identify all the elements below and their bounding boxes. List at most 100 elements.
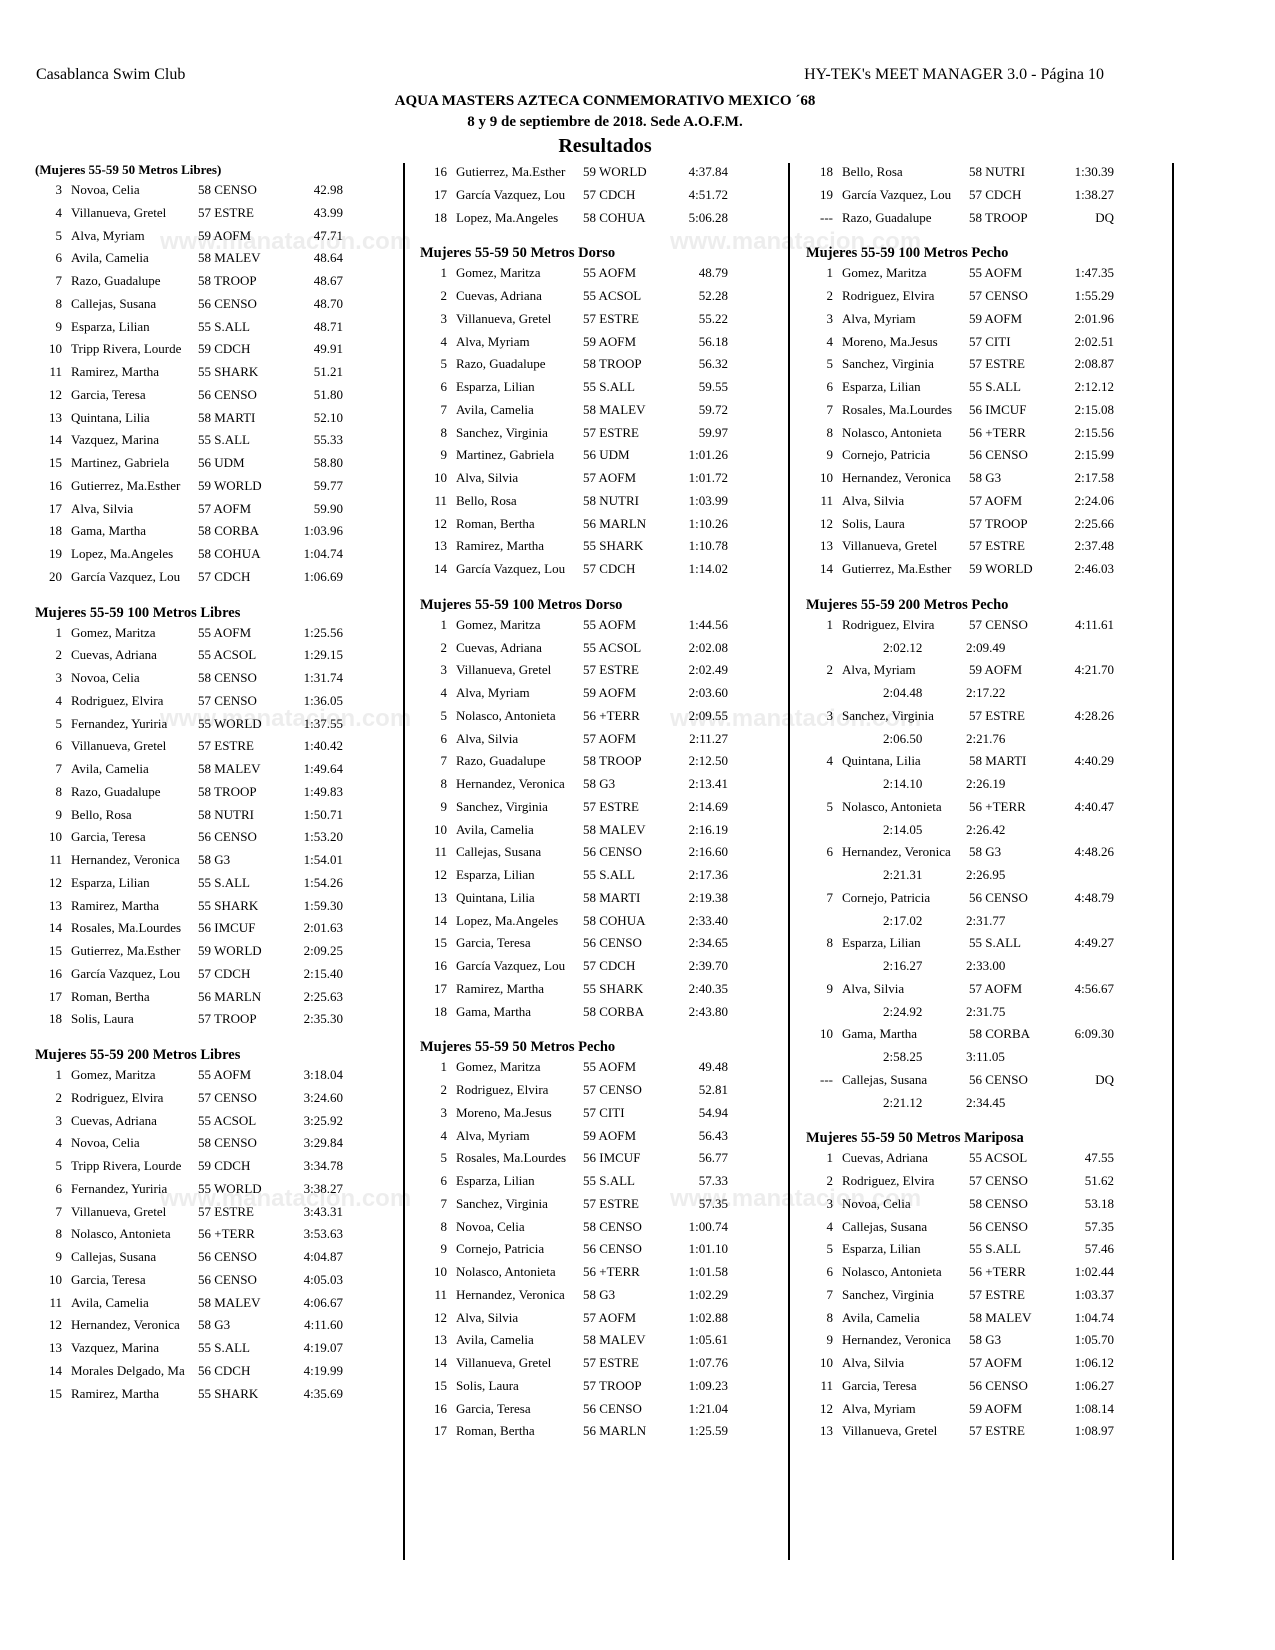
result-row: 17 Roman, Bertha 56 MARLN 2:25.63 (35, 986, 400, 1009)
swimmer-name: Sanchez, Virginia (842, 1286, 934, 1302)
result-row: 4 Alva, Myriam 59 AOFM 2:03.60 (420, 682, 785, 705)
age-team: 57 TROOP (969, 515, 1028, 531)
final-time: 1:01.72 (688, 470, 728, 485)
place: 11 (49, 364, 62, 379)
swimmer-name: Cornejo, Patricia (842, 889, 931, 905)
event-heading: Mujeres 55-59 50 Metros Dorso (420, 245, 616, 262)
result-row: 11 Garcia, Teresa 56 CENSO 1:06.27 (806, 1375, 1171, 1398)
place: 6 (55, 1180, 63, 1196)
age-team: 57 CENSO (969, 288, 1028, 303)
age-team: 57 CDCH (198, 568, 251, 584)
final-time: 2:12.12 (1074, 379, 1114, 394)
result-row: 2 Rodriguez, Elvira 57 CENSO 1:55.29 (806, 285, 1171, 308)
final-time: 1:05.61 (688, 1332, 728, 1348)
age-team: 56 CENSO (969, 889, 1028, 905)
result-row: 4 Rodriguez, Elvira 57 CENSO 1:36.05 (35, 690, 400, 713)
place: 6 (440, 730, 448, 746)
result-row: 10 Avila, Camelia 58 MALEV 2:16.19 (420, 819, 785, 842)
result-row: 12 Esparza, Lilian 55 S.ALL 2:17.36 (420, 864, 785, 887)
place: 7 (440, 753, 448, 769)
swimmer-name: García Vazquez, Lou (842, 186, 952, 202)
result-row: 2 Cuevas, Adriana 55 ACSOL 2:02.08 (420, 637, 785, 660)
final-time: 1:02.88 (688, 1309, 728, 1325)
final-time: 2:01.63 (303, 920, 343, 936)
swimmer-name: Nolasco, Antonieta (842, 424, 942, 440)
age-team: 59 WORLD (969, 561, 1033, 576)
final-time: 1:04.74 (1074, 1309, 1114, 1325)
age-team: 57 ESTRE (198, 204, 254, 220)
place: 5 (440, 1150, 448, 1166)
place: 8 (440, 776, 448, 791)
age-team: 57 CENSO (969, 1173, 1028, 1188)
swimmer-name: Vazquez, Marina (71, 1340, 160, 1355)
result-row: 5 Tripp Rivera, Lourde 59 CDCH 3:34.78 (35, 1155, 400, 1178)
final-time: 2:12.50 (688, 753, 728, 769)
age-team: 57 ESTRE (198, 738, 254, 754)
swimmer-name: Sanchez, Virginia (456, 798, 548, 814)
age-team: 57 ESTRE (969, 707, 1025, 723)
result-row: 6 Alva, Silvia 57 AOFM 2:11.27 (420, 728, 785, 751)
swimmer-name: Callejas, Susana (456, 844, 542, 860)
swimmer-name: Villanueva, Gretel (71, 1203, 167, 1219)
result-row: 12 Roman, Bertha 56 MARLN 1:10.26 (420, 513, 785, 536)
age-team: 55 AOFM (583, 616, 637, 632)
swimmer-name: Bello, Rosa (456, 492, 517, 508)
swimmer-name: Gomez, Maritza (842, 265, 927, 281)
final-time: 54.94 (698, 1104, 728, 1120)
swimmer-name: Callejas, Susana (71, 295, 157, 311)
split-row: 2:21.12 2:34.45 (806, 1092, 1171, 1115)
age-team: 59 WORLD (583, 164, 647, 179)
place: 7 (826, 889, 834, 905)
age-team: 59 AOFM (198, 227, 252, 243)
result-row: 8 Esparza, Lilian 55 S.ALL 4:49.27 (806, 932, 1171, 955)
column-divider (1172, 163, 1174, 1560)
result-row: 14 García Vazquez, Lou 57 CDCH 1:14.02 (420, 558, 785, 581)
swimmer-name: Alva, Silvia (842, 1355, 905, 1370)
age-team: 57 TROOP (583, 1377, 642, 1393)
final-time: 1:25.56 (303, 624, 343, 640)
result-row: 14 Vazquez, Marina 55 S.ALL 55.33 (35, 429, 400, 452)
final-time: 2:40.35 (688, 980, 728, 996)
column-divider (788, 163, 790, 1560)
age-team: 56 CDCH (198, 1362, 251, 1378)
final-time: 2:08.87 (1074, 356, 1114, 372)
final-time: 1:54.26 (303, 874, 343, 890)
result-row: 16 García Vazquez, Lou 57 CDCH 2:39.70 (420, 955, 785, 978)
place: 11 (49, 852, 62, 867)
place: 15 (49, 943, 62, 958)
result-row: 8 Callejas, Susana 56 CENSO 48.70 (35, 293, 400, 316)
place: 18 (434, 209, 447, 225)
age-team: 55 S.ALL (969, 935, 1021, 951)
age-team: 58 CORBA (969, 1026, 1031, 1042)
age-team: 56 IMCUF (198, 920, 256, 936)
result-row: 18 Solis, Laura 57 TROOP 2:35.30 (35, 1008, 400, 1031)
result-row: 19 García Vazquez, Lou 57 CDCH 1:38.27 (806, 184, 1171, 207)
final-time: 1:31.74 (303, 670, 343, 685)
place: 15 (434, 1377, 447, 1393)
age-team: 56 CENSO (198, 1271, 257, 1287)
swimmer-name: Gomez, Maritza (71, 624, 156, 640)
age-team: 57 CDCH (198, 965, 251, 981)
final-time: DQ (1095, 209, 1114, 225)
swimmer-name: Tripp Rivera, Lourde (71, 341, 182, 357)
swimmer-name: Villanueva, Gretel (456, 662, 552, 678)
result-row: 3 Villanueva, Gretel 57 ESTRE 55.22 (420, 308, 785, 331)
result-row: 12 Garcia, Teresa 56 CENSO 51.80 (35, 384, 400, 407)
age-team: 55 AOFM (198, 624, 252, 640)
final-time: 2:25.63 (303, 988, 343, 1004)
place: 15 (434, 935, 447, 951)
final-time: 4:05.03 (303, 1271, 343, 1287)
final-time: 2:24.06 (1074, 492, 1114, 508)
place: 2 (440, 639, 448, 655)
swimmer-name: Cuevas, Adriana (71, 1112, 157, 1128)
result-row: 12 Alva, Silvia 57 AOFM 1:02.88 (420, 1307, 785, 1330)
swimmer-name: Garcia, Teresa (71, 829, 146, 845)
result-row: 6 Esparza, Lilian 55 S.ALL 59.55 (420, 376, 785, 399)
place: --- (820, 209, 833, 225)
place: 16 (49, 477, 62, 493)
result-row: 9 Martinez, Gabriela 56 UDM 1:01.26 (420, 444, 785, 467)
place: 6 (55, 738, 63, 754)
place: 5 (55, 715, 63, 731)
age-team: 55 ACSOL (198, 1112, 257, 1128)
final-time: 59.90 (313, 500, 343, 516)
